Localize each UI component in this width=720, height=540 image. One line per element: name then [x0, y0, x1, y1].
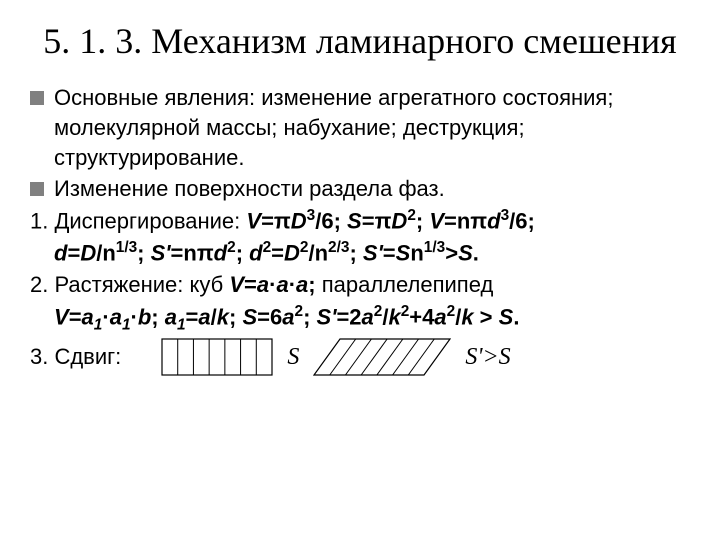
- bullet-2: Изменение поверхности раздела фаз.: [30, 174, 690, 204]
- bullet-1: Основные явления: изменение агрегатного …: [30, 83, 690, 172]
- bullet-1-text: Основные явления: изменение агрегатного …: [54, 83, 690, 172]
- item-2: 2. Растяжение: куб V=a·a·a; параллелепип…: [30, 270, 690, 300]
- bullet-marker: [30, 182, 44, 196]
- item-3: 3. Сдвиг: S S'>S: [30, 338, 690, 376]
- item-2-cont: V=a1·a1·b; a1=a/k; S=6a2; S'=2a2/k2+4a2/…: [30, 302, 690, 337]
- item-1-cont: d=D/n1/3; S'=nπd2; d2=D2/n2/3; S'=Sn1/3>…: [30, 238, 690, 268]
- item-3-label: 3. Сдвиг:: [30, 342, 121, 372]
- shear-diagram: S S'>S: [161, 338, 524, 376]
- rect-diagram: [161, 338, 273, 376]
- s-label: S: [287, 341, 299, 373]
- item-2-label: 2. Растяжение: куб: [30, 272, 229, 297]
- item-1-label: 1. Диспергирование:: [30, 208, 246, 233]
- bullet-2-text: Изменение поверхности раздела фаз.: [54, 174, 690, 204]
- sprime-label: S'>S: [465, 341, 510, 373]
- bullet-marker: [30, 91, 44, 105]
- item-2-mid: параллелепипед: [316, 272, 494, 297]
- slide-title: 5. 1. 3. Механизм ламинарного смешения: [30, 20, 690, 63]
- slide-content: Основные явления: изменение агрегатного …: [30, 83, 690, 376]
- parallelogram-diagram: [313, 338, 451, 376]
- item-1: 1. Диспергирование: V=πD3/6; S=πD2; V=nπ…: [30, 206, 690, 236]
